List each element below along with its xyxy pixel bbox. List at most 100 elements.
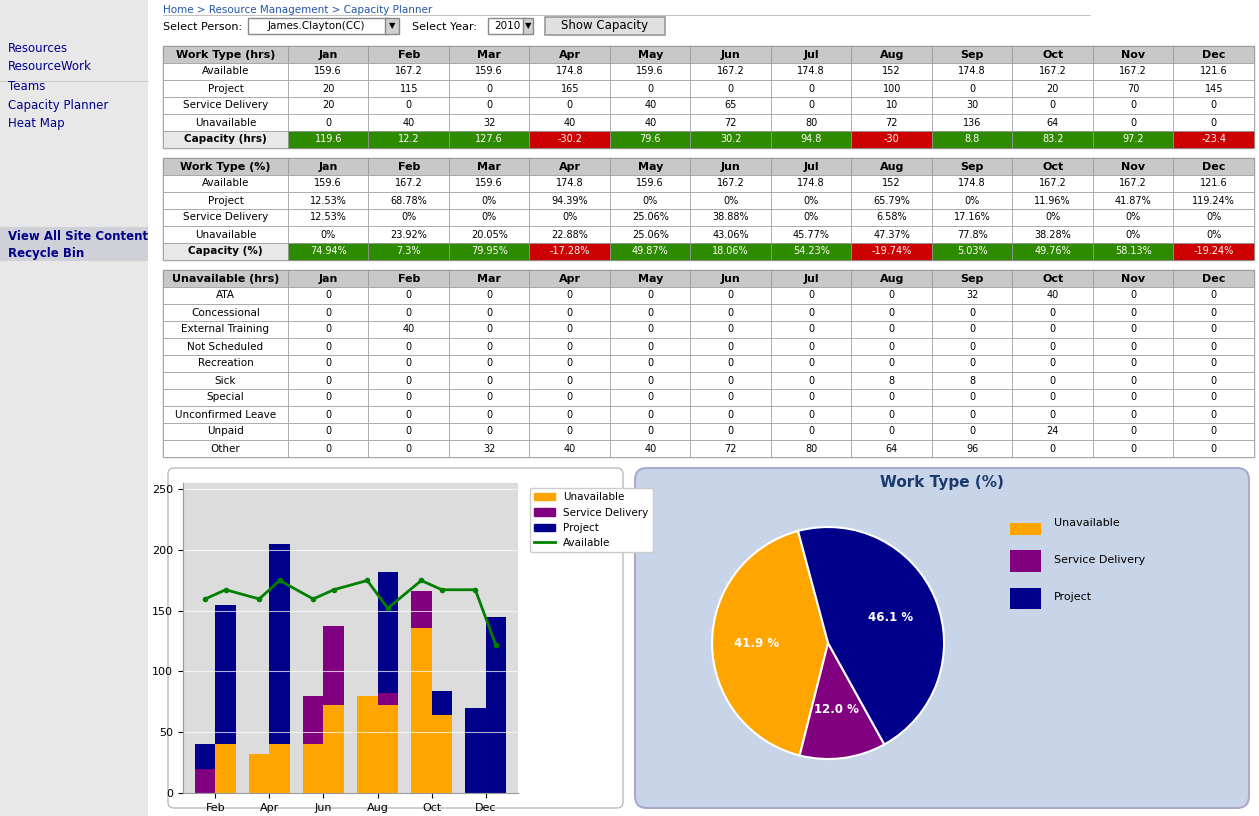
Bar <box>690 423 771 440</box>
Text: 0: 0 <box>647 375 653 385</box>
Text: 25.06%: 25.06% <box>632 229 669 240</box>
Text: 0: 0 <box>405 392 412 402</box>
Bar <box>771 270 851 287</box>
Text: 159.6: 159.6 <box>637 179 663 188</box>
Text: Jan: Jan <box>319 273 337 283</box>
Text: 0: 0 <box>889 427 895 437</box>
Text: 20: 20 <box>322 100 335 110</box>
Text: Jan: Jan <box>319 162 337 171</box>
Text: Jun: Jun <box>721 273 740 283</box>
Text: 0: 0 <box>486 100 492 110</box>
Text: 174.8: 174.8 <box>797 66 825 77</box>
Bar <box>771 80 851 97</box>
Text: 49.76%: 49.76% <box>1035 246 1071 256</box>
Bar <box>449 338 530 355</box>
Bar <box>1173 287 1254 304</box>
Bar <box>1012 304 1093 321</box>
Text: 0: 0 <box>1211 410 1216 419</box>
Bar <box>1012 287 1093 304</box>
Text: 8: 8 <box>969 375 976 385</box>
Text: 0: 0 <box>889 308 895 317</box>
Text: 0: 0 <box>1211 325 1216 335</box>
Bar <box>932 46 1012 63</box>
Text: 0: 0 <box>325 444 331 454</box>
Text: 0: 0 <box>1131 427 1137 437</box>
Text: 0: 0 <box>647 410 653 419</box>
Text: -17.28%: -17.28% <box>550 246 590 256</box>
Text: 46.1 %: 46.1 % <box>867 611 913 624</box>
Bar <box>1012 97 1093 114</box>
Text: Service Delivery: Service Delivery <box>183 212 268 223</box>
Bar <box>369 270 449 287</box>
Text: 23.92%: 23.92% <box>390 229 427 240</box>
Bar <box>611 209 690 226</box>
Bar <box>288 270 369 287</box>
Bar <box>690 46 771 63</box>
Bar <box>611 46 690 63</box>
Bar <box>932 389 1012 406</box>
Bar <box>1173 355 1254 372</box>
Bar <box>611 97 690 114</box>
Text: 0: 0 <box>486 290 492 300</box>
Bar <box>932 372 1012 389</box>
Text: Apr: Apr <box>559 162 580 171</box>
Bar <box>771 175 851 192</box>
Bar <box>1093 338 1173 355</box>
Bar <box>771 63 851 80</box>
Bar <box>611 389 690 406</box>
Bar <box>932 243 1012 260</box>
Bar <box>269 744 290 793</box>
Bar <box>1012 131 1093 148</box>
Text: 0%: 0% <box>1126 212 1141 223</box>
Bar <box>1012 440 1093 457</box>
Text: 20.05%: 20.05% <box>471 229 507 240</box>
Text: 0: 0 <box>1050 375 1056 385</box>
Text: ▼: ▼ <box>389 21 395 30</box>
Text: 0: 0 <box>647 427 653 437</box>
Bar <box>530 63 611 80</box>
Text: 0: 0 <box>1131 444 1137 454</box>
Text: Work Type (%): Work Type (%) <box>180 162 271 171</box>
Bar <box>851 406 932 423</box>
Available <box>198 594 213 604</box>
Text: Select Person:: Select Person: <box>162 22 242 32</box>
Bar <box>215 605 235 744</box>
Available <box>380 603 395 613</box>
Text: 0: 0 <box>728 325 734 335</box>
Bar <box>1093 372 1173 389</box>
Text: 40: 40 <box>1046 290 1059 300</box>
Bar <box>288 440 369 457</box>
Text: Aug: Aug <box>880 162 904 171</box>
Bar <box>449 440 530 457</box>
Bar <box>932 423 1012 440</box>
Bar <box>1173 114 1254 131</box>
Bar <box>449 175 530 192</box>
Text: 0: 0 <box>567 427 573 437</box>
Bar <box>771 226 851 243</box>
Bar <box>1173 158 1254 175</box>
Bar <box>369 389 449 406</box>
Bar <box>771 209 851 226</box>
Bar <box>1093 175 1173 192</box>
Bar <box>369 192 449 209</box>
Bar <box>1093 321 1173 338</box>
Text: Jun: Jun <box>721 162 740 171</box>
Text: 7.3%: 7.3% <box>397 246 421 256</box>
Text: 11.96%: 11.96% <box>1035 196 1071 206</box>
Text: 0: 0 <box>567 325 573 335</box>
Text: 2010: 2010 <box>494 21 520 31</box>
Text: 0: 0 <box>1211 342 1216 352</box>
Text: Mar: Mar <box>477 273 501 283</box>
Bar <box>1173 406 1254 423</box>
Bar <box>1173 192 1254 209</box>
Text: May: May <box>637 273 663 283</box>
Text: 12.0 %: 12.0 % <box>815 703 859 716</box>
Text: Sep: Sep <box>961 162 985 171</box>
Text: 49.87%: 49.87% <box>632 246 669 256</box>
Bar <box>288 389 369 406</box>
Bar <box>771 372 851 389</box>
Text: 0: 0 <box>969 342 976 352</box>
Text: Special: Special <box>206 392 244 402</box>
Available <box>488 641 504 650</box>
Text: -19.24%: -19.24% <box>1194 246 1234 256</box>
